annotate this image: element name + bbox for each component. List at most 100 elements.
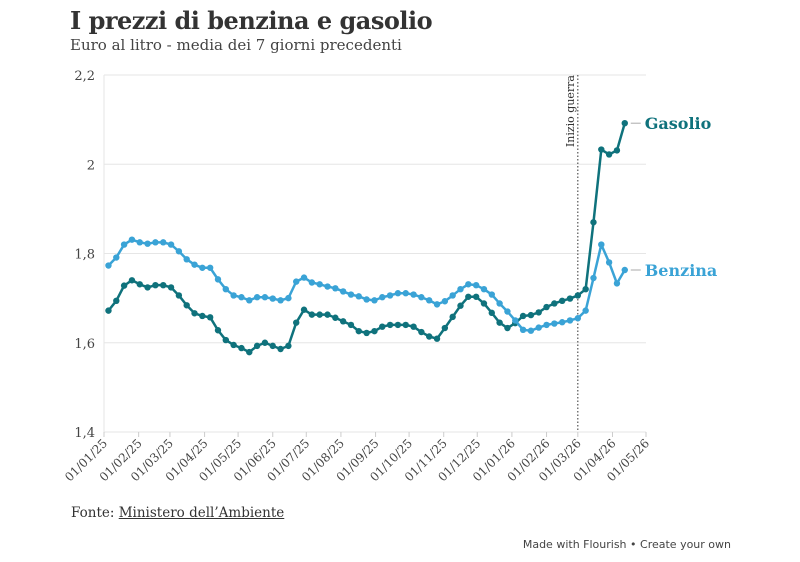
data-point[interactable] <box>238 344 245 352</box>
data-point[interactable] <box>418 294 425 301</box>
data-point[interactable] <box>339 288 347 295</box>
data-point[interactable] <box>527 311 535 319</box>
data-point[interactable] <box>332 314 339 321</box>
data-point[interactable] <box>152 281 159 289</box>
data-point[interactable] <box>214 327 222 334</box>
data-point[interactable] <box>199 312 206 320</box>
data-point[interactable] <box>128 277 136 284</box>
data-point[interactable] <box>386 321 394 329</box>
data-point[interactable] <box>613 280 621 287</box>
data-point[interactable] <box>183 302 190 309</box>
data-point[interactable] <box>457 302 464 309</box>
data-point[interactable] <box>238 294 245 301</box>
data-point[interactable] <box>160 239 167 246</box>
data-point[interactable] <box>371 297 378 304</box>
data-point[interactable] <box>551 300 558 307</box>
data-point[interactable] <box>339 318 347 325</box>
data-point[interactable] <box>558 297 566 305</box>
data-point[interactable] <box>136 281 143 288</box>
data-point[interactable] <box>347 291 355 298</box>
data-point[interactable] <box>363 296 370 303</box>
create-your-own-link[interactable]: Create your own <box>640 538 731 551</box>
data-point[interactable] <box>488 309 495 317</box>
data-point[interactable] <box>347 321 355 329</box>
data-point[interactable] <box>152 239 159 246</box>
data-point[interactable] <box>472 281 480 289</box>
data-point[interactable] <box>261 294 269 301</box>
data-point[interactable] <box>214 276 222 283</box>
data-point[interactable] <box>519 312 527 320</box>
data-point[interactable] <box>410 323 417 330</box>
data-point[interactable] <box>120 282 128 289</box>
data-point[interactable] <box>605 151 613 158</box>
data-point[interactable] <box>558 319 566 326</box>
data-point[interactable] <box>183 256 190 263</box>
data-point[interactable] <box>621 119 628 127</box>
data-point[interactable] <box>566 317 574 324</box>
data-point[interactable] <box>113 297 120 305</box>
data-point[interactable] <box>418 328 425 336</box>
data-point[interactable] <box>371 327 378 335</box>
data-point[interactable] <box>582 307 589 314</box>
data-point[interactable] <box>582 286 589 293</box>
data-point[interactable] <box>512 317 519 324</box>
data-point[interactable] <box>136 239 143 246</box>
data-point[interactable] <box>222 286 230 293</box>
data-point[interactable] <box>222 336 230 344</box>
data-point[interactable] <box>480 300 488 307</box>
data-point[interactable] <box>496 300 503 307</box>
data-point[interactable] <box>355 327 362 335</box>
data-point[interactable] <box>332 285 339 292</box>
data-point[interactable] <box>293 319 300 326</box>
data-point[interactable] <box>379 323 386 330</box>
data-point[interactable] <box>598 241 605 248</box>
data-point[interactable] <box>402 321 409 329</box>
data-point[interactable] <box>293 278 300 285</box>
data-point[interactable] <box>285 342 292 350</box>
data-point[interactable] <box>488 291 495 298</box>
data-point[interactable] <box>519 326 527 334</box>
data-point[interactable] <box>105 262 112 269</box>
data-point[interactable] <box>120 241 128 248</box>
data-point[interactable] <box>246 348 253 356</box>
data-point[interactable] <box>355 293 362 300</box>
data-point[interactable] <box>324 283 331 290</box>
data-point[interactable] <box>504 308 511 315</box>
data-point[interactable] <box>191 310 198 317</box>
data-point[interactable] <box>363 329 370 337</box>
data-point[interactable] <box>246 297 253 304</box>
data-point[interactable] <box>128 236 136 243</box>
data-point[interactable] <box>527 327 535 334</box>
data-point[interactable] <box>504 324 511 332</box>
data-point[interactable] <box>535 309 542 316</box>
data-point[interactable] <box>621 266 628 274</box>
data-point[interactable] <box>590 219 597 226</box>
data-point[interactable] <box>402 290 409 297</box>
data-point[interactable] <box>535 324 542 331</box>
data-point[interactable] <box>590 274 597 282</box>
data-point[interactable] <box>551 320 558 327</box>
data-point[interactable] <box>379 294 386 301</box>
source-link[interactable]: Ministero dell’Ambiente <box>118 505 285 521</box>
data-point[interactable] <box>277 297 284 304</box>
data-point[interactable] <box>394 290 402 297</box>
data-point[interactable] <box>574 292 582 299</box>
data-point[interactable] <box>277 345 284 353</box>
data-point[interactable] <box>410 291 417 298</box>
data-point[interactable] <box>316 281 323 288</box>
data-point[interactable] <box>386 292 394 299</box>
data-point[interactable] <box>253 342 261 350</box>
data-point[interactable] <box>543 303 550 311</box>
data-point[interactable] <box>324 311 331 318</box>
data-point[interactable] <box>480 286 488 293</box>
data-point[interactable] <box>574 315 582 322</box>
data-point[interactable] <box>269 342 276 350</box>
data-point[interactable] <box>598 146 605 153</box>
data-point[interactable] <box>230 292 237 299</box>
data-point[interactable] <box>441 298 449 305</box>
data-point[interactable] <box>496 319 503 326</box>
data-point[interactable] <box>426 297 433 304</box>
data-point[interactable] <box>175 292 183 299</box>
data-point[interactable] <box>308 311 316 318</box>
data-point[interactable] <box>300 274 308 281</box>
